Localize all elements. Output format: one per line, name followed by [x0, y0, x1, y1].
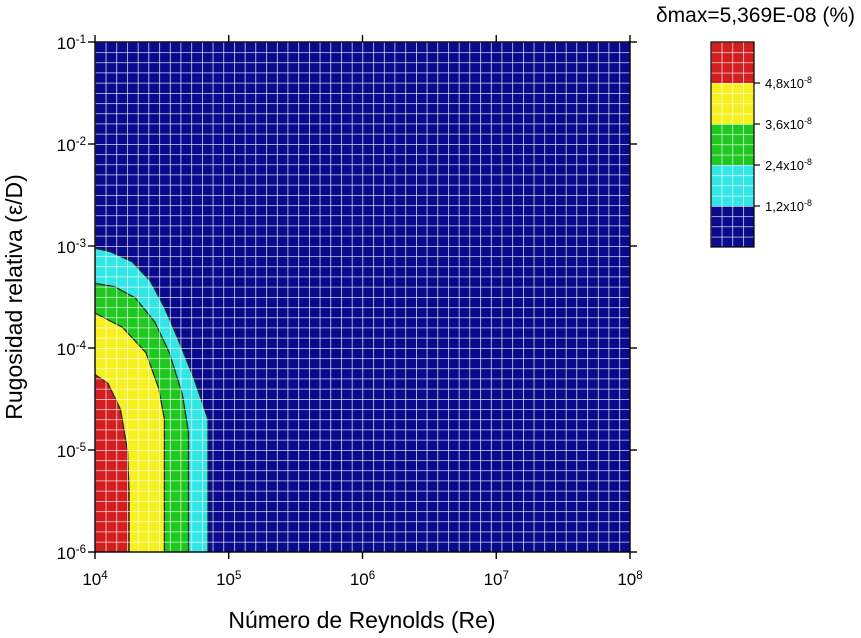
legend-label: 3,6x10-8 [765, 116, 812, 132]
x-axis: 104 105 106 107 108 [82, 35, 643, 589]
x-axis-title: Número de Reynolds (Re) [228, 607, 495, 633]
y-tick-label: 10-3 [57, 238, 86, 257]
y-axis: 10-6 10-5 10-4 10-3 10-2 10-1 [57, 34, 637, 563]
legend-grid [711, 42, 754, 247]
legend-label: 4,8x10-8 [765, 75, 812, 91]
chart-title: δmax=5,369E-08 (%) [656, 4, 855, 27]
x-tick-label: 104 [82, 570, 108, 589]
x-tick-label: 105 [216, 570, 241, 589]
plot-grid [95, 42, 630, 552]
x-tick-label: 107 [484, 570, 509, 589]
x-tick-label: 106 [350, 570, 375, 589]
y-tick-label: 10-2 [57, 136, 86, 155]
y-axis-title: Rugosidad relativa (ε/D) [1, 174, 27, 419]
color-scale-legend: 1,2x10-8 2,4x10-8 3,6x10-8 4,8x10-8 [710, 41, 812, 248]
legend-label: 2,4x10-8 [765, 157, 812, 173]
x-tick-label: 108 [617, 570, 642, 589]
legend-label: 1,2x10-8 [765, 198, 812, 214]
y-tick-label: 10-4 [57, 340, 87, 359]
y-tick-label: 10-5 [57, 442, 86, 461]
legend-frame [710, 41, 755, 248]
y-tick-label: 10-1 [57, 34, 86, 53]
y-tick-label: 10-6 [57, 544, 86, 563]
